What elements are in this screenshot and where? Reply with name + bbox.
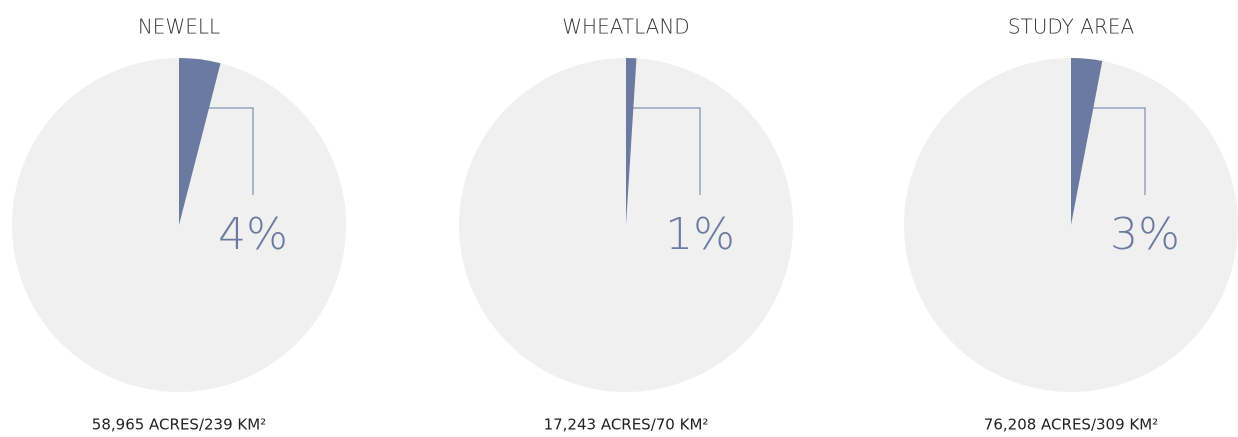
pie-title: WHEATLAND bbox=[562, 15, 689, 39]
pie-slice bbox=[626, 58, 637, 225]
pie-slice bbox=[1071, 58, 1103, 225]
value-label: 4% bbox=[218, 209, 288, 260]
pie-title: STUDY AREA bbox=[1008, 15, 1135, 39]
pie-annotation: 58,965 ACRES/239 KM² bbox=[92, 416, 266, 434]
pie-annotation: 76,208 ACRES/309 KM² bbox=[984, 416, 1158, 434]
leader-line bbox=[1092, 107, 1146, 195]
pie-annotation: 17,243 ACRES/70 KM² bbox=[544, 416, 709, 434]
leader-line bbox=[208, 107, 254, 195]
pie-slice bbox=[179, 58, 221, 225]
pie-title: NEWELL bbox=[138, 15, 220, 39]
value-label: 3% bbox=[1110, 209, 1180, 260]
value-label: 1% bbox=[665, 209, 735, 260]
leader-line bbox=[632, 107, 701, 195]
